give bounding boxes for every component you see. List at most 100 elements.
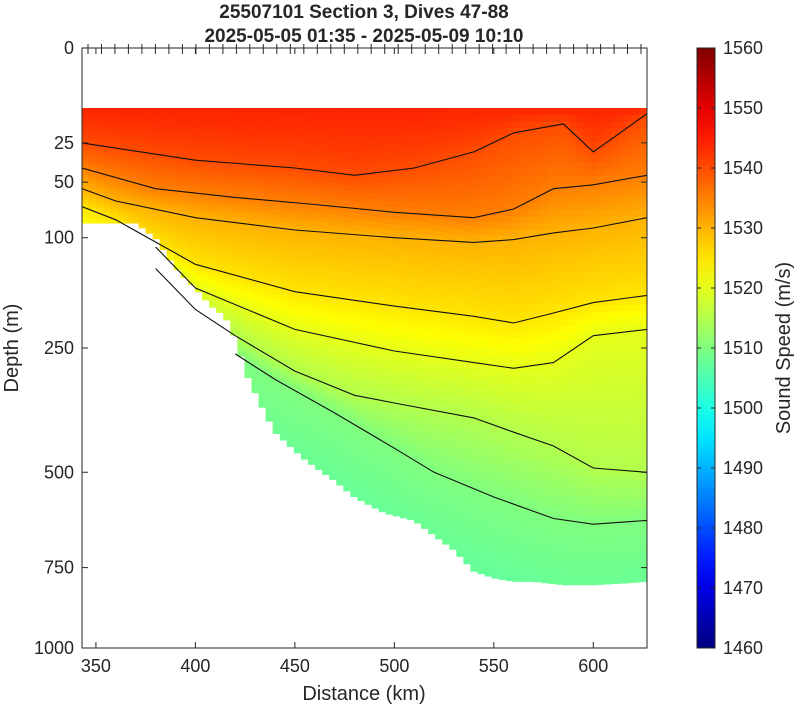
heatmap-cell	[308, 286, 316, 292]
heatmap-cell	[315, 190, 323, 197]
heatmap-cell	[541, 135, 549, 143]
heatmap-cell	[534, 128, 542, 136]
heatmap-cell	[96, 218, 104, 221]
heatmap-cell	[300, 198, 309, 204]
heatmap-cell	[202, 266, 210, 271]
heatmap-cell	[131, 111, 140, 114]
heatmap-cell	[237, 327, 246, 332]
heatmap-cell	[138, 114, 147, 118]
heatmap-cell	[223, 135, 231, 139]
heatmap-cell	[541, 487, 549, 496]
heatmap-cell	[343, 408, 351, 415]
heatmap-cell	[463, 303, 472, 311]
heatmap-cell	[152, 175, 161, 178]
heatmap-cell	[265, 166, 274, 172]
heatmap-cell	[315, 350, 323, 357]
heatmap-cell	[505, 276, 514, 285]
heatmap-cell	[315, 175, 323, 181]
heatmap-cell	[336, 167, 344, 174]
heatmap-cell	[562, 169, 570, 177]
heatmap-cell	[336, 441, 344, 448]
heatmap-cell	[244, 138, 253, 144]
heatmap-cell	[202, 255, 210, 260]
heatmap-cell	[308, 209, 316, 216]
heatmap-cell	[82, 127, 90, 130]
heatmap-cell	[152, 188, 161, 191]
heatmap-cell	[82, 221, 90, 224]
heatmap-cell	[357, 264, 366, 272]
heatmap-cell	[286, 306, 295, 312]
heatmap-cell	[258, 372, 267, 378]
heatmap-cell	[237, 306, 246, 311]
heatmap-cell	[385, 496, 394, 504]
heatmap-cell	[180, 158, 189, 162]
heatmap-cell	[89, 213, 97, 216]
heatmap-cell	[258, 330, 267, 336]
heatmap-cell	[548, 162, 556, 170]
heatmap-cell	[166, 186, 175, 189]
heatmap-cell	[230, 328, 238, 333]
heatmap-cell	[421, 378, 429, 385]
heatmap-cell	[209, 241, 217, 246]
heatmap-cell	[89, 204, 97, 208]
heatmap-cell	[223, 216, 231, 221]
heatmap-cell	[385, 409, 394, 417]
heatmap-cell	[145, 161, 154, 164]
heatmap-cell	[519, 216, 528, 224]
heatmap-cell	[89, 163, 97, 167]
heatmap-cell	[293, 334, 302, 341]
heatmap-cell	[124, 134, 133, 137]
heatmap-cell	[399, 207, 408, 214]
heatmap-cell	[258, 193, 267, 199]
heatmap-cell	[512, 195, 521, 204]
heatmap-cell	[526, 446, 535, 454]
heatmap-cell	[449, 252, 457, 260]
heatmap-cell	[202, 286, 210, 290]
heatmap-cell	[187, 123, 196, 127]
heatmap-cell	[82, 186, 90, 190]
heatmap-cell	[124, 175, 133, 178]
heatmap-cell	[89, 198, 97, 201]
heatmap-cell	[569, 407, 577, 416]
heatmap-cell	[315, 360, 323, 367]
heatmap-cell	[258, 125, 267, 130]
heatmap-cell	[286, 291, 295, 298]
heatmap-cell	[223, 241, 231, 245]
heatmap-cell	[223, 235, 231, 239]
heatmap-cell	[223, 117, 231, 121]
heatmap-cell	[576, 162, 585, 170]
heatmap-cell	[322, 442, 330, 449]
heatmap-cell	[202, 110, 210, 115]
heatmap-cell	[541, 223, 549, 231]
heatmap-cell	[413, 469, 422, 477]
heatmap-cell	[421, 498, 429, 505]
heatmap-cell	[548, 169, 556, 177]
heatmap-cell	[308, 123, 316, 129]
heatmap-cell	[230, 179, 238, 184]
heatmap-cell	[89, 158, 97, 162]
heatmap-cell	[223, 168, 231, 173]
heatmap-cell	[505, 128, 514, 136]
heatmap-cell	[195, 186, 203, 190]
heatmap-cell	[343, 250, 351, 257]
heatmap-cell	[435, 329, 443, 337]
heatmap-cell	[82, 185, 90, 188]
heatmap-cell	[364, 475, 373, 483]
heatmap-cell	[519, 493, 528, 501]
heatmap-cell	[413, 410, 422, 417]
heatmap-cell	[117, 167, 125, 170]
heatmap-cell	[399, 412, 408, 419]
heatmap-cell	[223, 126, 231, 130]
heatmap-cell	[244, 208, 253, 213]
heatmap-cell	[202, 138, 210, 142]
heatmap-cell	[555, 359, 563, 368]
heatmap-cell	[117, 114, 125, 117]
heatmap-cell	[300, 183, 309, 189]
heatmap-cell	[519, 263, 528, 271]
heatmap-cell	[505, 121, 514, 129]
heatmap-cell	[399, 148, 408, 156]
heatmap-cell	[576, 414, 585, 422]
heatmap-cell	[371, 416, 380, 423]
heatmap-cell	[308, 275, 316, 282]
heatmap-cell	[378, 436, 387, 444]
